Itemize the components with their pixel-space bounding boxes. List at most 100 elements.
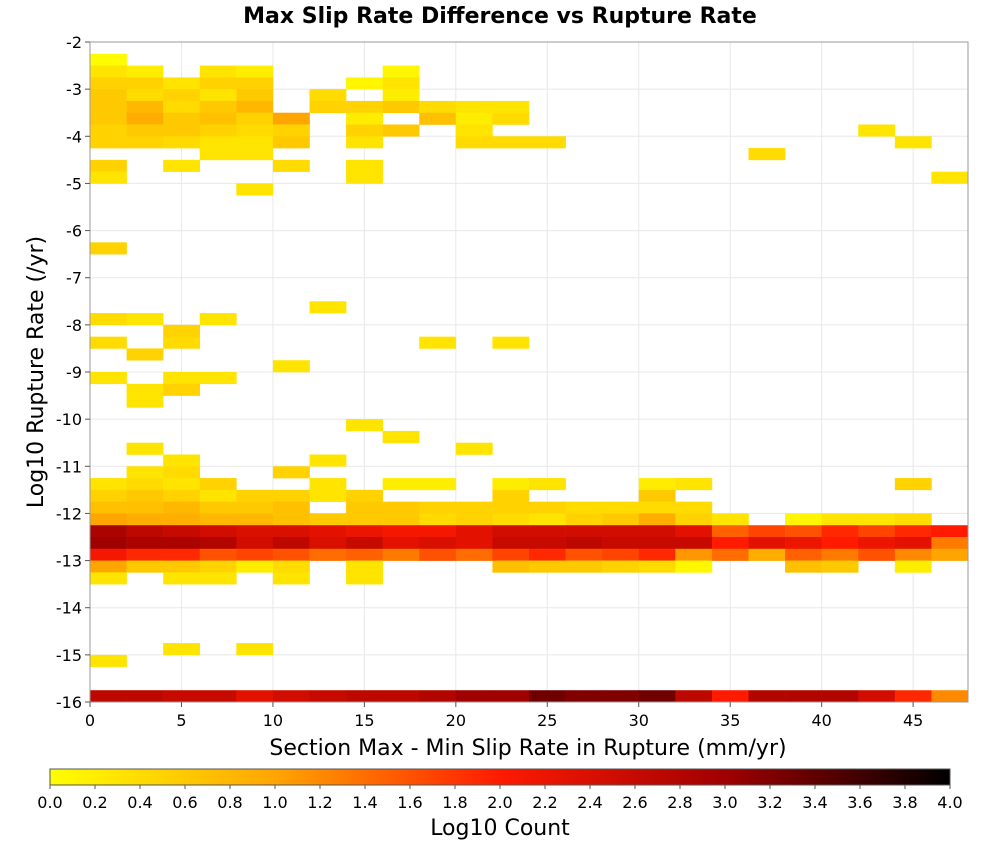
heatmap-cell: [529, 501, 566, 514]
heatmap-cell: [272, 489, 310, 502]
heatmap-cell: [675, 478, 713, 491]
heatmap-cell: [419, 336, 457, 349]
heatmap-cell: [529, 525, 566, 538]
colorbar-tick-label: 0.2: [82, 793, 107, 812]
heatmap-cell: [675, 560, 713, 573]
x-tick-label: 30: [629, 711, 649, 730]
heatmap-cell: [565, 560, 603, 573]
heatmap-cell: [382, 89, 420, 102]
heatmap-cell: [602, 501, 640, 514]
heatmap-cell: [419, 548, 457, 561]
heatmap-cell: [492, 336, 530, 349]
heatmap-cell: [90, 112, 127, 125]
colorbar-tick-label: 3.8: [892, 793, 917, 812]
heatmap-cell: [565, 537, 603, 550]
heatmap-cell: [90, 690, 127, 703]
heatmap-cell: [346, 548, 383, 561]
heatmap-cell: [675, 501, 713, 514]
heatmap-cell: [785, 690, 822, 703]
heatmap-cell: [126, 65, 164, 78]
heatmap-cell: [346, 489, 383, 502]
heatmap-cell: [931, 548, 969, 561]
heatmap-cell: [638, 525, 676, 538]
heatmap-cell: [382, 548, 420, 561]
heatmap-cell: [163, 690, 201, 703]
heatmap-cell: [272, 560, 310, 573]
heatmap-cell: [163, 525, 201, 538]
heatmap-cell: [126, 489, 164, 502]
heatmap-cell: [309, 301, 347, 314]
heatmap-cell: [272, 572, 310, 585]
heatmap-cell: [346, 112, 383, 125]
heatmap-cell: [711, 537, 749, 550]
heatmap-cell: [419, 690, 457, 703]
heatmap-cell: [126, 501, 164, 514]
heatmap-cell: [309, 478, 347, 491]
heatmap-cell: [748, 548, 786, 561]
heatmap-cell: [90, 65, 127, 78]
heatmap-cell: [272, 466, 310, 479]
heatmap-cell: [638, 513, 676, 526]
heatmap-cell: [785, 525, 822, 538]
heatmap-cell: [492, 478, 530, 491]
colorbar-tick-label: 0.4: [127, 793, 152, 812]
heatmap-cell: [272, 124, 310, 137]
heatmap-cell: [199, 560, 237, 573]
heatmap-cell: [236, 690, 274, 703]
heatmap-cell: [236, 89, 274, 102]
heatmap-cell: [90, 171, 127, 184]
heatmap-cell: [565, 501, 603, 514]
heatmap-cell: [419, 112, 457, 125]
heatmap-cell: [894, 560, 932, 573]
heatmap-cell: [199, 690, 237, 703]
heatmap-cell: [565, 513, 603, 526]
heatmap-cell: [858, 537, 896, 550]
heatmap-cell: [163, 336, 201, 349]
heatmap-cell: [675, 548, 713, 561]
heatmap-cell: [638, 537, 676, 550]
heatmap-cell: [785, 548, 822, 561]
heatmap-cell: [675, 690, 713, 703]
heatmap-cell: [199, 148, 237, 161]
heatmap-cell: [638, 478, 676, 491]
heatmap-cell: [346, 513, 383, 526]
heatmap-cell: [163, 124, 201, 137]
heatmap-cell: [309, 537, 347, 550]
heatmap-cell: [346, 525, 383, 538]
heatmap-cell: [858, 525, 896, 538]
heatmap-cell: [858, 548, 896, 561]
heatmap-cell: [565, 690, 603, 703]
colorbar-tick-label: 3.4: [802, 793, 827, 812]
heatmap-cell: [492, 560, 530, 573]
heatmap-cell: [272, 501, 310, 514]
heatmap-cell: [309, 690, 347, 703]
heatmap-cell: [236, 100, 274, 114]
colorbar-tick-label: 1.8: [442, 793, 467, 812]
heatmap-cell: [492, 690, 530, 703]
heatmap-cell: [748, 690, 786, 703]
colorbar-tick-label: 1.6: [397, 793, 422, 812]
heatmap-cell: [455, 513, 493, 526]
heatmap-cell: [309, 525, 347, 538]
heatmap-cell: [163, 466, 201, 479]
heatmap-cell: [346, 77, 383, 90]
y-tick-label: -6: [66, 222, 82, 241]
heatmap-cell: [90, 336, 127, 349]
heatmap-cell: [199, 372, 237, 385]
heatmap-cell: [602, 537, 640, 550]
heatmap-cell: [309, 548, 347, 561]
heatmap-cell: [748, 525, 786, 538]
heatmap-cell: [675, 537, 713, 550]
heatmap-cell: [748, 537, 786, 550]
x-tick-label: 10: [263, 711, 283, 730]
heatmap-cell: [126, 348, 164, 361]
heatmap-cell: [346, 159, 383, 172]
heatmap-cell: [346, 136, 383, 149]
heatmap-cell: [126, 560, 164, 573]
heatmap-cell: [382, 124, 420, 137]
heatmap-cell: [748, 148, 786, 161]
heatmap-cell: [346, 501, 383, 514]
heatmap-cell: [90, 501, 127, 514]
heatmap-cell: [126, 124, 164, 137]
